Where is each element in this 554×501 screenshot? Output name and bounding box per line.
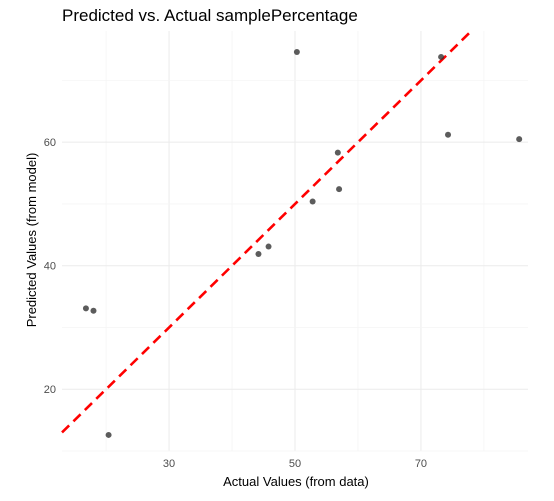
tick-labels: 30 50 70 20 40 60	[44, 137, 427, 470]
data-point	[105, 431, 112, 438]
grid	[62, 31, 528, 452]
data-point	[516, 136, 523, 143]
chart-title: Predicted vs. Actual samplePercentage	[62, 6, 358, 25]
data-point	[334, 149, 341, 156]
data-point	[438, 53, 445, 60]
points-layer	[82, 49, 523, 438]
x-tick-label: 50	[289, 458, 301, 470]
x-tick-label: 30	[163, 458, 175, 470]
data-point	[445, 131, 452, 138]
reference-line-layer	[61, 30, 473, 434]
y-axis-title: Predicted Values (from model)	[24, 153, 39, 328]
y-tick-label: 60	[44, 137, 56, 149]
reference-line	[61, 30, 473, 434]
data-point	[293, 49, 300, 55]
data-point	[265, 243, 272, 250]
x-tick-label: 70	[415, 458, 427, 470]
data-point	[82, 305, 89, 312]
x-axis-title: Actual Values (from data)	[223, 474, 369, 489]
data-point	[336, 186, 343, 193]
data-point	[90, 307, 97, 314]
y-tick-label: 20	[44, 384, 56, 396]
data-point	[309, 198, 316, 205]
y-tick-label: 40	[44, 261, 56, 273]
data-point	[255, 250, 262, 257]
